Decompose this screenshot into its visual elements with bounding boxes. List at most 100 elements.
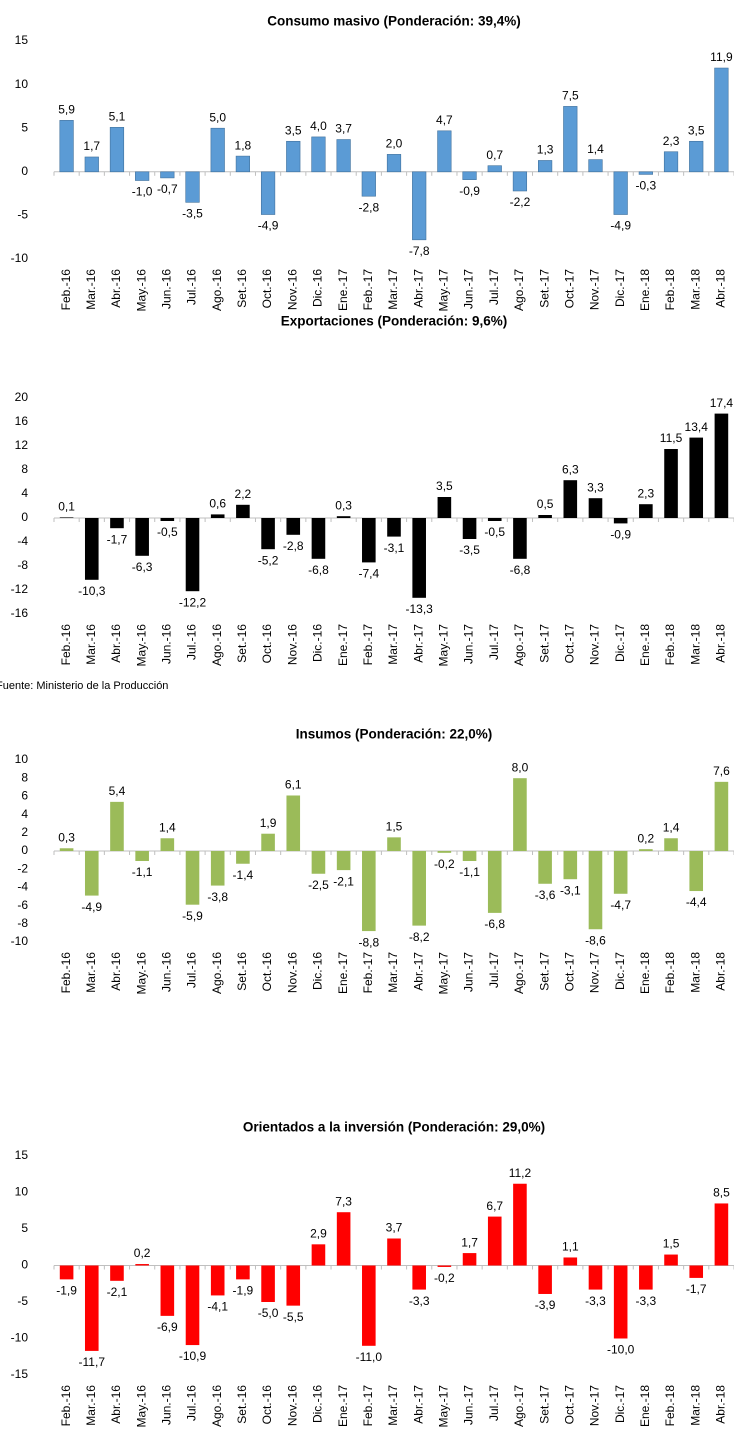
data-label: 0,7 [486,148,503,162]
bar [437,130,452,173]
bar [286,518,301,535]
data-label: -11,7 [79,1355,106,1369]
x-tick-label: Ene.-18 [638,269,652,311]
data-label: -0,5 [484,525,505,539]
data-label: 7,3 [335,1194,352,1208]
bar [538,851,552,884]
y-tick-label: -2 [17,861,28,875]
bar [563,1257,578,1266]
y-tick-label: 10 [15,1185,29,1199]
y-tick-label: 5 [21,1221,28,1235]
bar [362,1265,376,1346]
bar [135,1264,149,1266]
x-tick-label: Set.-17 [537,624,551,663]
x-tick-label: Ene.-18 [638,624,652,666]
data-label: -11,0 [356,1350,383,1364]
data-label: 2,3 [638,486,655,500]
data-label: -2,8 [358,200,379,214]
data-label: -6,8 [510,563,531,577]
bar [387,1238,401,1266]
data-label: 5,0 [209,110,226,124]
bar [84,518,99,580]
x-tick-label: Ene.-18 [638,952,652,994]
x-tick-label: Abr.-17 [411,624,425,663]
data-label: -3,5 [459,543,480,557]
x-tick-label: Ago.-17 [512,269,526,311]
bar [362,851,376,932]
bar [437,497,452,518]
y-tick-label: -16 [11,606,29,620]
y-tick-label: 0 [21,510,28,524]
bar [563,106,578,173]
data-label: -0,2 [434,857,455,871]
x-tick-label: Dic.-17 [613,624,627,662]
x-tick-label: Ago.-17 [512,952,526,994]
x-tick-label: Oct.-17 [562,952,576,992]
x-tick-label: May.-17 [437,624,451,667]
x-tick-label: Nov.-16 [285,952,299,993]
bar [588,498,603,518]
data-label: 5,9 [58,103,75,117]
data-label: 4,7 [436,113,453,127]
x-tick-label: Feb.-18 [663,1385,677,1427]
bar [538,1265,552,1294]
bar [210,1265,225,1296]
data-label: -2,8 [283,539,304,553]
x-tick-label: Abr.-16 [109,269,123,308]
source-note: Fuente: Ministerio de la Producción [0,680,168,692]
y-tick-label: 0 [21,164,28,178]
data-label: 0,6 [209,497,226,511]
data-label: -0,9 [459,184,480,198]
data-label: -6,9 [157,1320,178,1334]
bar [689,140,704,173]
bar [487,1216,502,1266]
data-label: 8,5 [713,1186,730,1200]
data-label: 8,0 [512,760,529,774]
x-tick-label: Mar.-17 [386,624,400,665]
bar [286,1265,301,1306]
bar [664,449,678,518]
bar [487,165,502,173]
bar [412,518,426,598]
data-label: -4,9 [81,900,102,914]
data-label: 0,3 [58,830,75,844]
bar [110,801,124,851]
bar [160,1265,175,1316]
y-tick-label: -10 [11,1331,29,1345]
data-label: -5,2 [258,553,279,567]
y-tick-label: -4 [17,880,28,894]
chart-title: Exportaciones (Ponderación: 9,6%) [281,314,508,329]
data-label: -3,5 [182,206,203,220]
bar [588,1265,603,1290]
data-label: -0,3 [636,179,657,193]
bar [210,514,225,518]
chart-title: Orientados a la inversión (Ponderación: … [243,1120,545,1135]
data-label: -0,2 [434,1271,455,1285]
x-tick-label: Mar.-18 [688,269,702,310]
bar [286,140,301,173]
y-tick-label: 12 [15,438,29,452]
bar [160,171,175,179]
data-label: -3,9 [535,1298,556,1312]
bar [689,1265,704,1278]
bar [714,1203,729,1266]
bar [588,159,603,173]
x-tick-label: Dic.-17 [613,1385,627,1423]
data-label: 1,7 [461,1235,478,1249]
data-label: -1,0 [132,185,153,199]
x-tick-label: Feb.-17 [361,269,375,311]
x-tick-label: Mar.-17 [386,269,400,310]
x-tick-label: Set.-16 [235,1385,249,1424]
x-tick-label: Ago.-16 [210,269,224,311]
y-tick-label: 8 [21,770,28,784]
data-label: 1,7 [83,139,100,153]
bar [84,1265,99,1351]
data-label: -7,4 [358,567,379,581]
y-tick-label: 8 [21,462,28,476]
data-label: -0,9 [610,528,631,542]
x-tick-label: Ago.-17 [512,624,526,666]
bar [311,1244,326,1266]
y-tick-label: 10 [15,752,29,766]
bar [639,1265,653,1290]
data-label: 6,7 [486,1199,503,1213]
